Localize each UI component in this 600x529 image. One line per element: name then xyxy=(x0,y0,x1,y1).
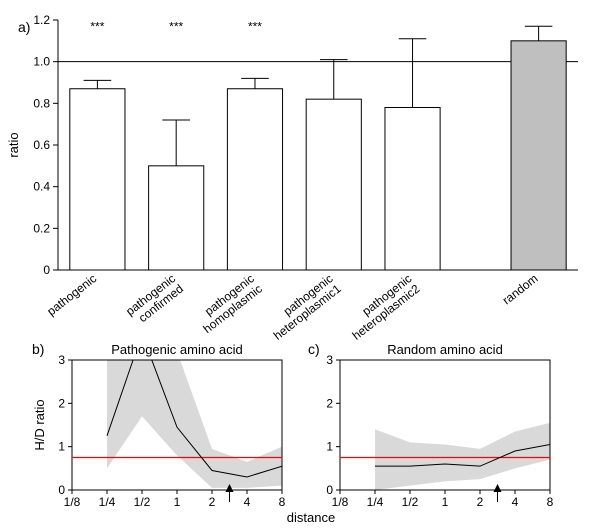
panel-b-label: b) xyxy=(32,341,44,357)
panel-a-bar xyxy=(227,89,282,270)
line-panel-xtick-label: 1/8 xyxy=(64,495,81,509)
shared-xlabel: distance xyxy=(287,510,335,525)
line-panel-ci xyxy=(107,334,282,488)
panel-c-label: c) xyxy=(308,341,320,357)
line-panel-xtick-label: 1 xyxy=(442,495,449,509)
figure-svg: 0 0.2 0.4 0.6 0.8 1.0 1.2 ratio *** *** *** pathoge… xyxy=(0,0,600,529)
panel-a-label: a) xyxy=(18,19,30,35)
panel-a-xlabel-group: pathogenic xyxy=(44,271,99,318)
panel-a-ytick-label: 0.6 xyxy=(33,138,50,152)
panel-a-xlabel: random xyxy=(500,271,541,307)
panel-a-ytick-label: 0 xyxy=(43,263,50,277)
panel-a-ytick-label: 1.0 xyxy=(33,55,50,69)
panel-a-ylabel: ratio xyxy=(6,132,21,157)
line-panel-xtick-label: 1/8 xyxy=(332,495,349,509)
panel-a-xlabel-group: pathogenicconfirmed xyxy=(123,271,186,328)
panel-a-bar xyxy=(70,89,125,270)
line-panel-ytick-label: 1 xyxy=(58,440,65,454)
line-panel-xtick-label: 4 xyxy=(244,495,251,509)
panel-a-bar xyxy=(511,41,566,270)
line-panel-ylabel: H/D ratio xyxy=(32,399,47,450)
line-panel-xtick-label: 8 xyxy=(547,495,554,509)
panel-a-significance: *** xyxy=(248,19,262,33)
line-panel-ci xyxy=(375,423,550,490)
panel-a-xlabel-group: pathogenicheteroplasmic1 xyxy=(263,271,344,343)
line-panel-xtick-label: 1/2 xyxy=(402,495,419,509)
panel-a-ytick-label: 1.2 xyxy=(33,13,50,27)
line-panel-xtick-label: 4 xyxy=(512,495,519,509)
panel-a-xlabel-group: random xyxy=(500,271,541,307)
panel-a-significance: *** xyxy=(90,19,104,33)
line-panel-title: Random amino acid xyxy=(387,342,503,357)
panel-a-bar xyxy=(306,99,361,270)
panel-a-xlabel-group: pathogenicheteroplasmic2 xyxy=(342,271,423,343)
line-panel-ytick-label: 2 xyxy=(58,396,65,410)
line-panel-ytick-label: 2 xyxy=(326,396,333,410)
panel-a-ytick-label: 0.4 xyxy=(33,180,50,194)
line-panel-xtick-label: 1/2 xyxy=(134,495,151,509)
panel-a-xlabel: pathogenic xyxy=(44,271,99,318)
panel-a-ytick-label: 0.8 xyxy=(33,96,50,110)
line-panel-title: Pathogenic amino acid xyxy=(111,342,243,357)
panel-a-xlabel-group: pathogenichomoplasmic xyxy=(192,271,264,336)
line-panel-xtick-label: 2 xyxy=(477,495,484,509)
line-panel-xtick-label: 2 xyxy=(209,495,216,509)
figure-root: 0 0.2 0.4 0.6 0.8 1.0 1.2 ratio *** *** *** pathoge… xyxy=(0,0,600,529)
line-panel-xtick-label: 1 xyxy=(174,495,181,509)
panel-a-bar xyxy=(149,166,204,270)
line-panel-ytick-label: 3 xyxy=(58,353,65,367)
line-panel-xtick-label: 1/4 xyxy=(99,495,116,509)
panel-a-bar xyxy=(385,108,440,271)
line-panel-ytick-label: 1 xyxy=(326,440,333,454)
line-panel-ytick-label: 3 xyxy=(326,353,333,367)
panel-a-ytick-label: 0.2 xyxy=(33,221,50,235)
line-panel-xtick-label: 8 xyxy=(279,495,286,509)
line-panel-xtick-label: 1/4 xyxy=(367,495,384,509)
line-panel-arrow-head xyxy=(494,484,502,492)
panel-a-significance: *** xyxy=(169,19,183,33)
